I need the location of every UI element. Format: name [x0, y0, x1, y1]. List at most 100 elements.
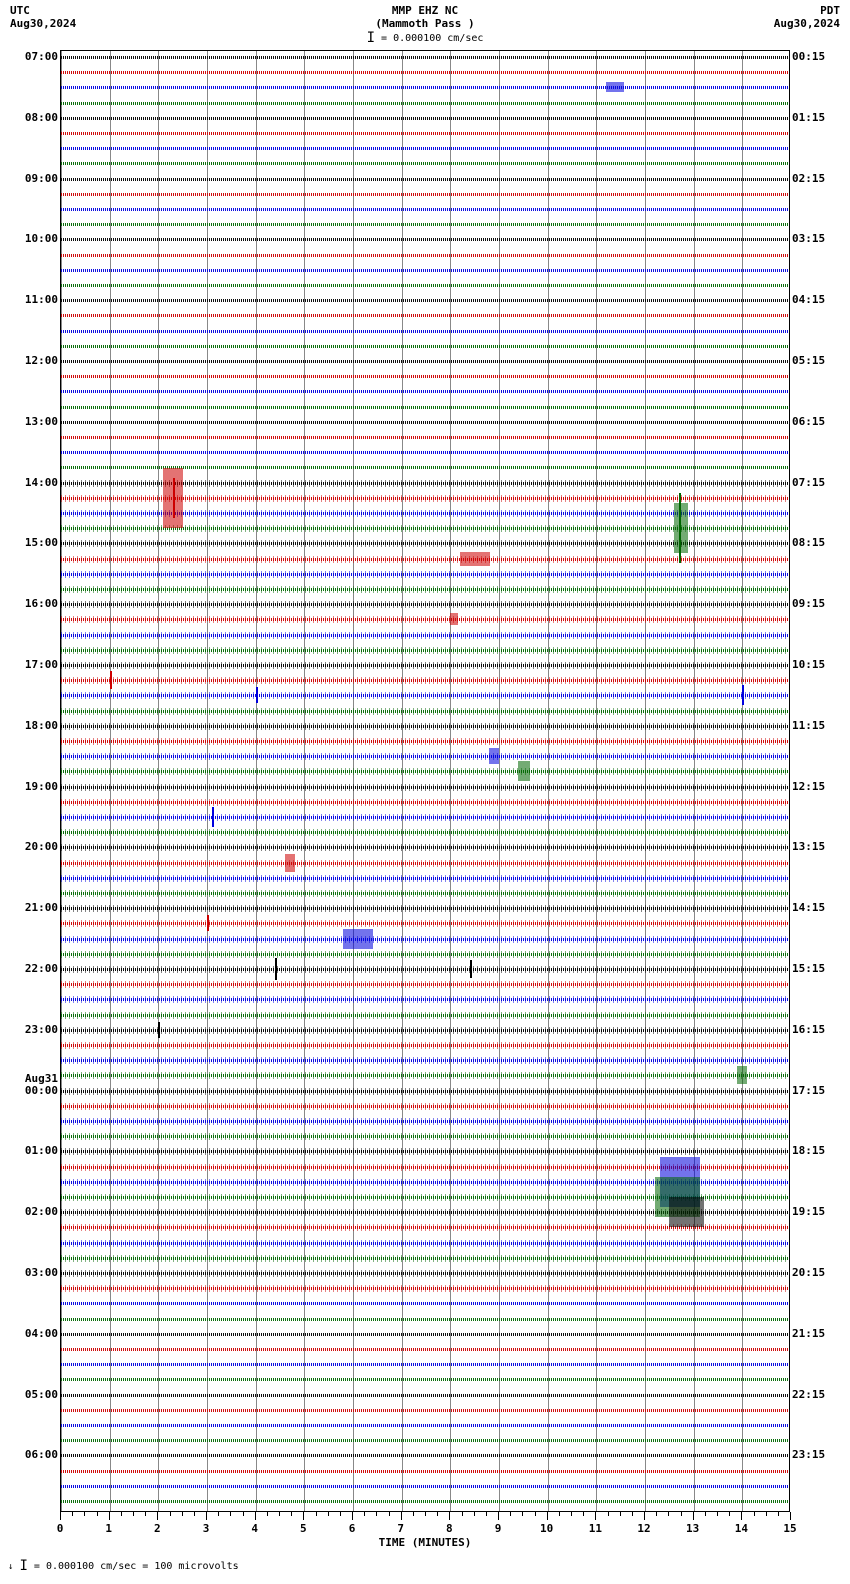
x-tick-label: 9: [495, 1522, 502, 1535]
x-tick-minor: [194, 1512, 195, 1516]
utc-hour-label: 23:00: [10, 1023, 58, 1036]
utc-hour-label: 06:00: [10, 1448, 58, 1461]
seismic-trace: [61, 255, 789, 256]
seismic-trace: [61, 802, 789, 803]
x-tick-label: 15: [783, 1522, 796, 1535]
seismic-trace: [61, 72, 789, 73]
pdt-hour-label: 11:15: [792, 719, 840, 732]
seismic-trace: [61, 391, 789, 392]
x-tick-minor: [97, 1512, 98, 1516]
x-tick-label: 7: [397, 1522, 404, 1535]
seismic-trace: [61, 270, 789, 271]
seismic-trace: [61, 300, 789, 301]
pdt-hour-label: 23:15: [792, 1448, 840, 1461]
right-date-label: Aug30,2024: [720, 17, 840, 30]
x-tick-minor: [121, 1512, 122, 1516]
seismic-event: [158, 1022, 160, 1038]
x-tick-label: 10: [540, 1522, 553, 1535]
x-tick-minor: [717, 1512, 718, 1516]
x-tick-minor: [486, 1512, 487, 1516]
x-tick-minor: [437, 1512, 438, 1516]
x-tick-minor: [766, 1512, 767, 1516]
seismic-trace: [61, 1030, 789, 1031]
seismic-trace: [61, 239, 789, 240]
x-tick-label: 14: [735, 1522, 748, 1535]
seismic-trace: [61, 118, 789, 119]
seismic-trace: [61, 756, 789, 757]
seismic-trace: [61, 1425, 789, 1426]
pdt-hour-label: 02:15: [792, 172, 840, 185]
utc-hour-label: 05:00: [10, 1388, 58, 1401]
x-tick-label: 4: [251, 1522, 258, 1535]
pdt-hour-label: 19:15: [792, 1205, 840, 1218]
seismic-trace: [61, 619, 789, 620]
x-tick-minor: [230, 1512, 231, 1516]
utc-hour-label: 20:00: [10, 840, 58, 853]
seismic-event: [669, 1197, 704, 1227]
header-left: UTC Aug30,2024: [10, 4, 130, 30]
seismic-trace: [61, 1060, 789, 1061]
seismic-trace: [61, 452, 789, 453]
x-tick-minor: [462, 1512, 463, 1516]
x-tick-label: 0: [57, 1522, 64, 1535]
x-tick: [595, 1512, 596, 1520]
seismic-trace: [61, 878, 789, 879]
scale-indicator: I = 0.000100 cm/sec: [0, 30, 850, 50]
pdt-hour-label: 10:15: [792, 658, 840, 671]
seismic-trace: [61, 863, 789, 864]
seismic-trace: [61, 1091, 789, 1092]
seismic-trace: [61, 635, 789, 636]
location-label: (Mammoth Pass ): [130, 17, 720, 30]
scale-text: = 0.000100 cm/sec: [381, 33, 483, 44]
right-tz-label: PDT: [720, 4, 840, 17]
pdt-hour-label: 16:15: [792, 1023, 840, 1036]
seismic-event: [679, 493, 681, 563]
x-tick-minor: [656, 1512, 657, 1516]
pdt-hour-label: 21:15: [792, 1327, 840, 1340]
seismic-trace: [61, 407, 789, 408]
pdt-hour-label: 05:15: [792, 354, 840, 367]
plot-area: [60, 50, 790, 1512]
x-tick-minor: [328, 1512, 329, 1516]
x-tick-minor: [340, 1512, 341, 1516]
x-tick: [109, 1512, 110, 1520]
pdt-hour-label: 17:15: [792, 1084, 840, 1097]
x-tick-minor: [389, 1512, 390, 1516]
seismic-trace: [61, 665, 789, 666]
seismic-trace: [61, 148, 789, 149]
utc-hour-label: 10:00: [10, 232, 58, 245]
x-tick-minor: [182, 1512, 183, 1516]
x-tick-minor: [316, 1512, 317, 1516]
utc-hour-label: 11:00: [10, 293, 58, 306]
seismic-trace: [61, 954, 789, 955]
x-tick-minor: [170, 1512, 171, 1516]
seismic-trace: [61, 1319, 789, 1320]
seismic-event: [489, 748, 499, 764]
utc-hour-label: 21:00: [10, 901, 58, 914]
pdt-hour-label: 13:15: [792, 840, 840, 853]
x-tick: [644, 1512, 645, 1520]
utc-hour-label: 01:00: [10, 1144, 58, 1157]
x-tick: [206, 1512, 207, 1520]
x-tick-minor: [681, 1512, 682, 1516]
utc-hour-label: 15:00: [10, 536, 58, 549]
x-tick-minor: [291, 1512, 292, 1516]
pdt-hour-label: 04:15: [792, 293, 840, 306]
seismic-event: [256, 687, 258, 703]
x-tick-minor: [608, 1512, 609, 1516]
seismic-trace: [61, 1395, 789, 1396]
seismic-event: [343, 929, 373, 949]
x-tick-minor: [510, 1512, 511, 1516]
seismic-trace: [61, 1273, 789, 1274]
x-tick-minor: [620, 1512, 621, 1516]
x-tick-label: 5: [300, 1522, 307, 1535]
x-tick-minor: [754, 1512, 755, 1516]
utc-hour-label: 13:00: [10, 415, 58, 428]
seismic-trace: [61, 1303, 789, 1304]
pdt-hour-label: 03:15: [792, 232, 840, 245]
seismic-event: [173, 478, 175, 518]
x-tick-minor: [84, 1512, 85, 1516]
x-tick: [255, 1512, 256, 1520]
seismic-trace: [61, 847, 789, 848]
seismic-trace: [61, 87, 789, 88]
